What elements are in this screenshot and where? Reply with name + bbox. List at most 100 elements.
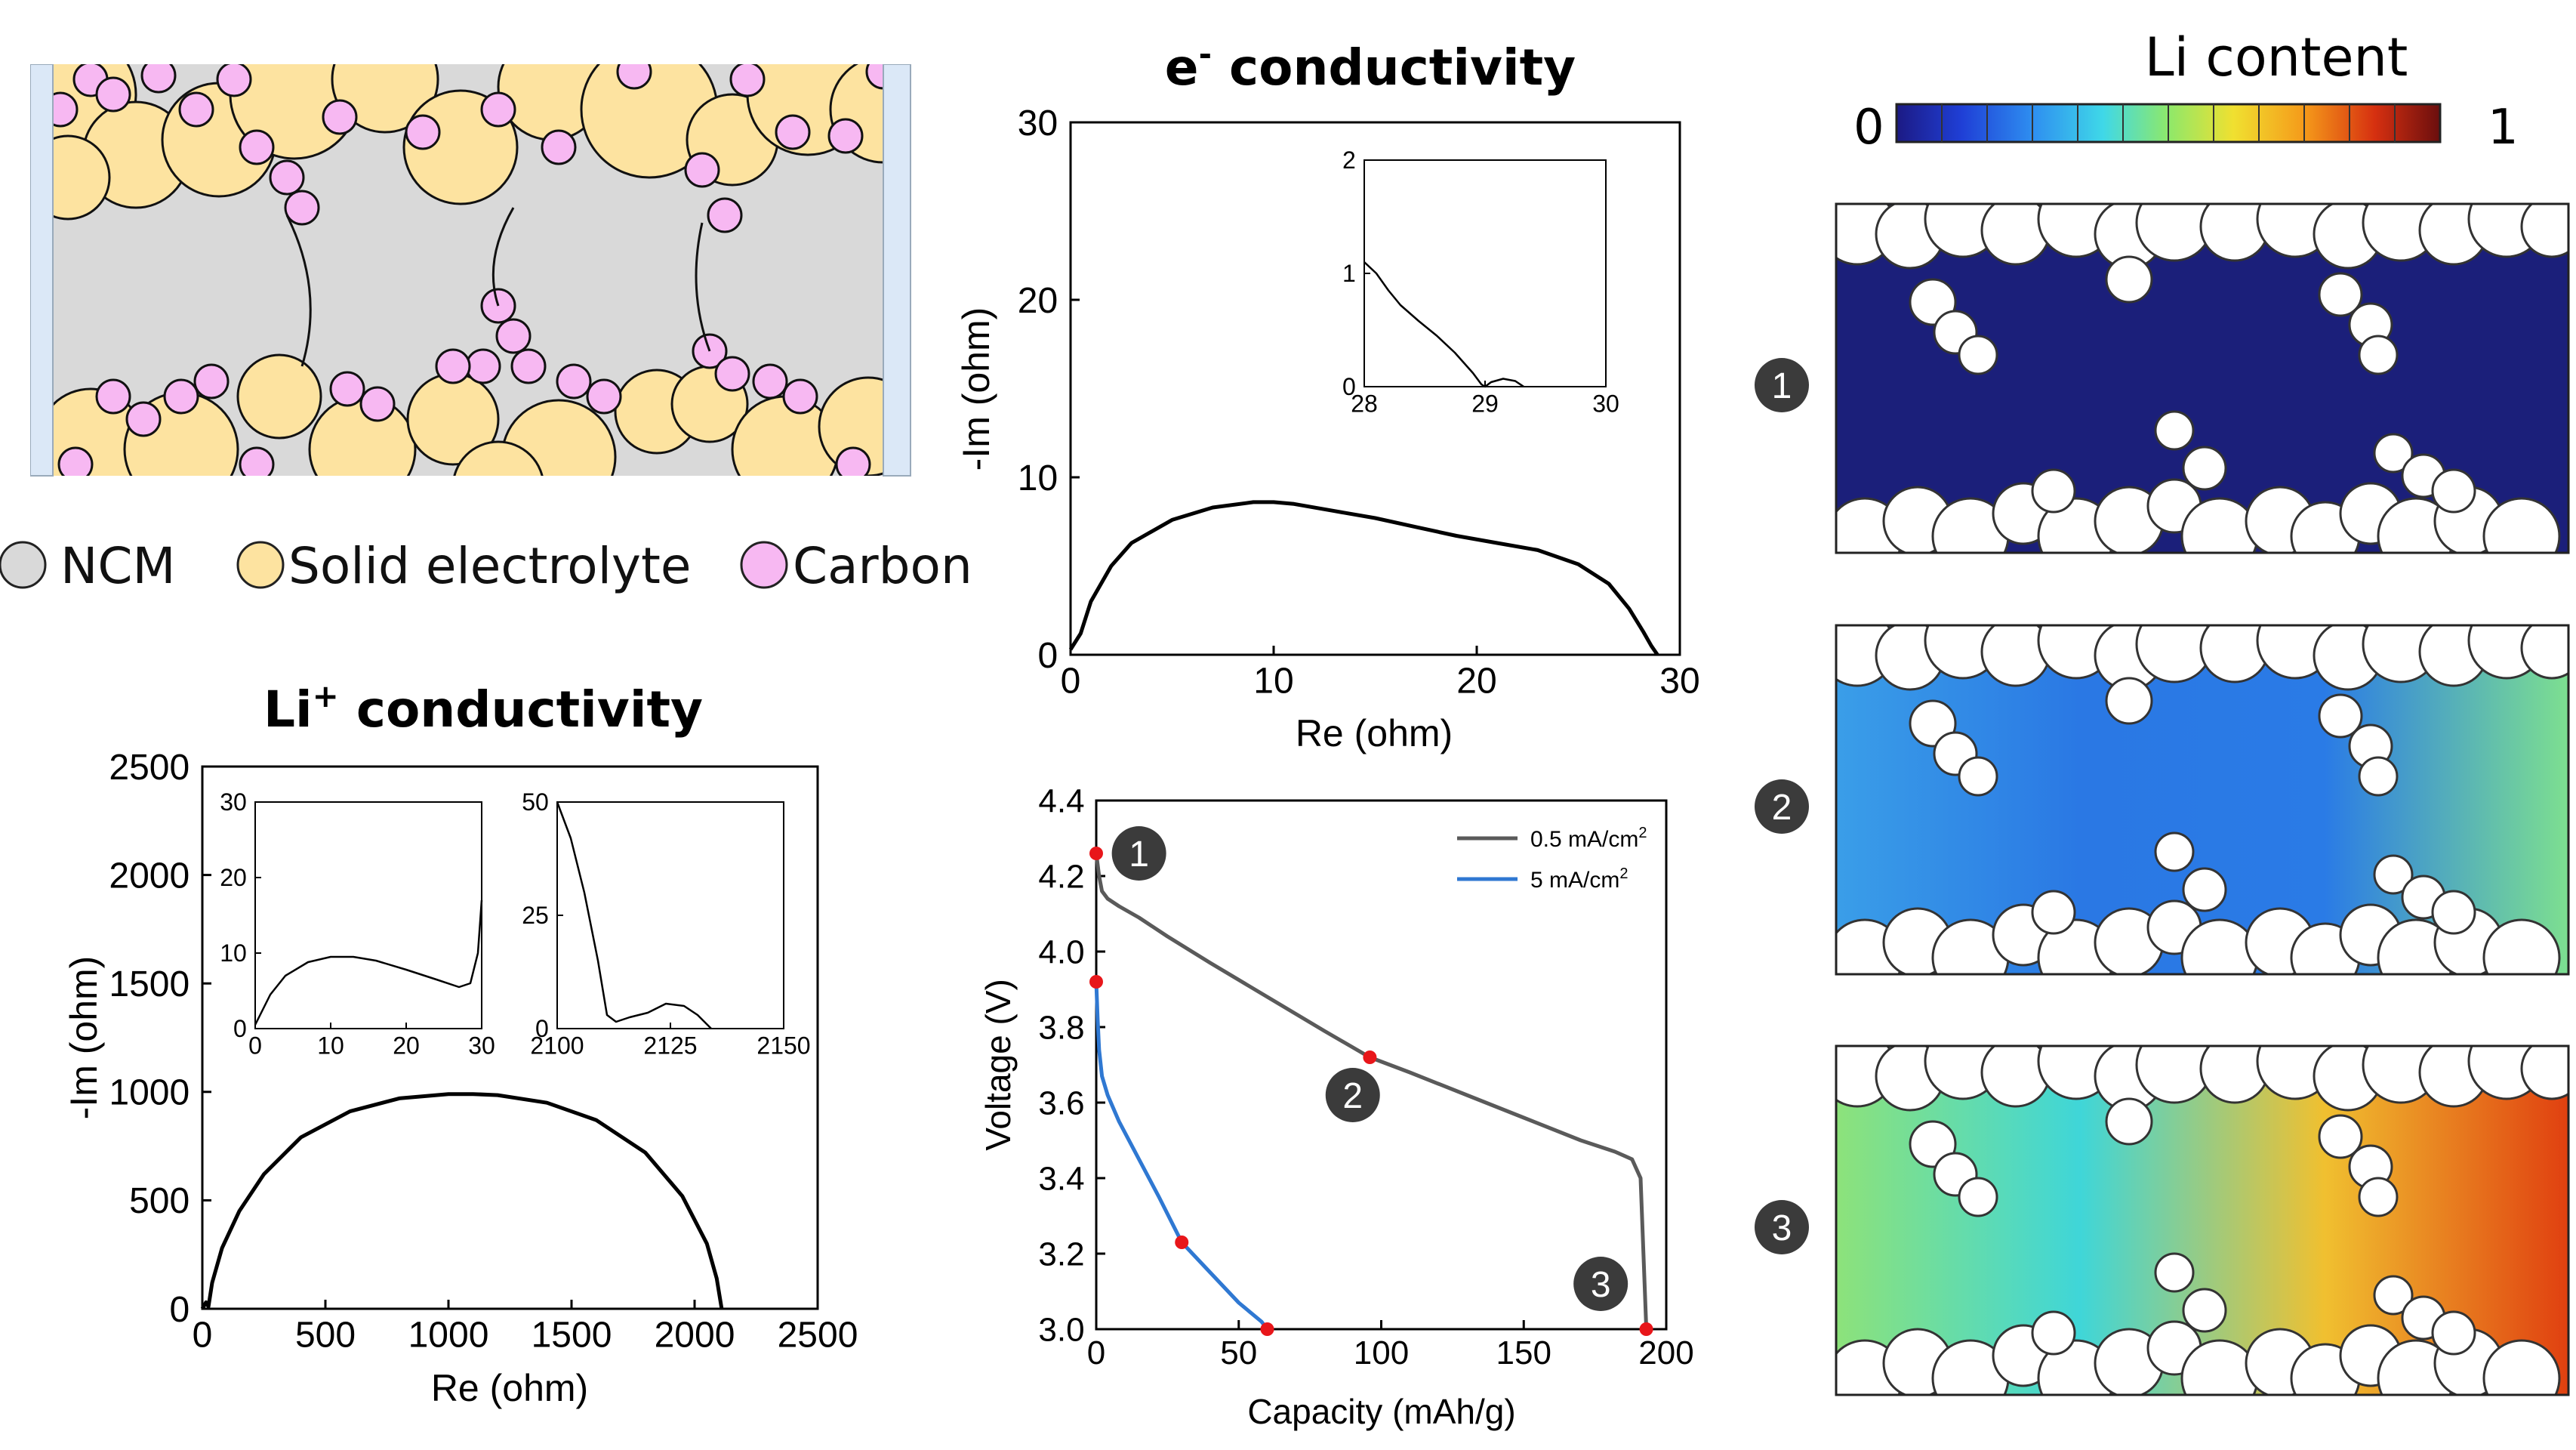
x-tick-label: 10 [317, 1032, 344, 1060]
y-tick-label: 3.0 [1038, 1311, 1084, 1348]
particle [2105, 255, 2153, 304]
particle [2482, 918, 2561, 974]
map-frame [1835, 624, 2570, 976]
x-tick-label: 30 [1592, 390, 1619, 418]
y-tick-label: 2000 [109, 856, 190, 896]
x-tick-label: 2150 [756, 1032, 810, 1060]
inset-curve [1363, 261, 1524, 388]
legend-label: 5 mA/cm2 [1530, 865, 1628, 893]
y-tick-label: 1500 [109, 964, 190, 1004]
y-tick-label: 3.8 [1038, 1009, 1084, 1046]
particle [2182, 867, 2227, 912]
legend-label-solid-electrolyte: Solid electrolyte [288, 537, 691, 595]
y-tick-label: 2500 [109, 748, 190, 788]
x-tick-label: 500 [295, 1315, 356, 1355]
solid-electrolyte-legend-swatch [236, 541, 285, 589]
particle [2318, 693, 2363, 739]
y-tick-label: 20 [1018, 281, 1058, 321]
particle [2031, 1310, 2076, 1356]
x-tick-label: 0 [1061, 661, 1081, 701]
x-axis-label: Re (ohm) [1296, 712, 1453, 754]
title-main: e [1165, 39, 1199, 97]
particle [2520, 204, 2568, 258]
x-tick-label: 2125 [643, 1032, 697, 1060]
particle [2431, 890, 2476, 935]
particle [2318, 272, 2363, 317]
y-tick-label: 500 [129, 1181, 190, 1221]
x-tick-label: 30 [468, 1032, 495, 1060]
map-marker [1755, 358, 1809, 412]
plot-frame [201, 765, 819, 1310]
li-content-colorbar: Li content 0 1 [1853, 26, 2519, 156]
colorbar-min-label: 0 [1853, 100, 1884, 156]
y-tick-label: 3.2 [1038, 1236, 1084, 1273]
map-2 [1836, 625, 2568, 974]
li-content-maps: 1 2 3 [1755, 202, 2570, 1396]
x-tick-label: 10 [1253, 661, 1293, 701]
y-tick-label: 1000 [109, 1073, 190, 1113]
map-marker [1755, 779, 1809, 834]
title-sup: + [313, 677, 339, 714]
carbon-legend-swatch [740, 541, 788, 589]
state-marker-label: 2 [1342, 1076, 1363, 1116]
chart-title: Li+ conductivity [263, 677, 703, 739]
y-tick-label: 4.4 [1038, 782, 1084, 819]
microstructure-schematic [30, 64, 911, 477]
particle [2358, 1177, 2399, 1217]
y-tick-label: 2 [1342, 147, 1356, 174]
state-point [1260, 1322, 1274, 1336]
title-rest: conductivity [339, 680, 703, 739]
state-marker-label: 1 [1129, 835, 1149, 875]
state-point [1089, 975, 1103, 989]
particle [2482, 1339, 2561, 1395]
y-tick-label: 4.0 [1038, 933, 1084, 970]
legend-label: 0.5 mA/cm2 [1530, 825, 1647, 852]
colorbar-title: Li content [2145, 26, 2408, 88]
y-tick-label: 3.6 [1038, 1084, 1084, 1121]
legend-label-carbon: Carbon [793, 537, 972, 595]
particle [1958, 756, 1998, 797]
ncm-legend-swatch [0, 541, 47, 589]
y-tick-label: 0 [1342, 373, 1356, 400]
map-marker [1755, 1200, 1809, 1254]
y-tick-label: 30 [1018, 103, 1058, 143]
map-3 [1836, 1046, 2568, 1395]
y-tick-label: 10 [220, 939, 247, 967]
y-tick-label: 0 [233, 1015, 247, 1042]
particle [2373, 854, 2414, 895]
li-conductivity-chart: Li+ conductivity 0 500 1000 1500 2000 2500050… [63, 677, 858, 1409]
x-tick-label: 200 [1638, 1334, 1693, 1371]
particle [2358, 756, 2399, 797]
y-axis-label: -Im (ohm) [63, 956, 105, 1120]
inset-frame [556, 801, 784, 1029]
particle [1958, 335, 1998, 375]
state-point [1089, 847, 1103, 860]
particle [2154, 1252, 2195, 1293]
y-tick-label: 10 [1018, 458, 1058, 498]
state-point [1363, 1050, 1377, 1064]
x-tick-label: 0 [248, 1032, 262, 1060]
y-tick-label: 0 [1037, 636, 1058, 676]
particle [2373, 433, 2414, 474]
inset-frame [254, 801, 482, 1029]
y-tick-label: 30 [220, 788, 247, 816]
particle [2154, 831, 2195, 872]
y-axis-label: -Im (ohm) [955, 307, 997, 471]
x-axis-label: Capacity (mAh/g) [1247, 1392, 1515, 1431]
chart-title: e- conductivity [1165, 35, 1576, 97]
plot-frame [1069, 121, 1681, 656]
y-axis-label: Voltage (V) [978, 979, 1018, 1151]
x-tick-label: 0 [1087, 1334, 1105, 1371]
x-tick-label: 0 [193, 1315, 213, 1355]
particle [2182, 446, 2227, 491]
discharge-curve-2 [1094, 981, 1269, 1331]
y-tick-label: 0 [169, 1290, 190, 1330]
x-tick-label: 50 [1220, 1334, 1257, 1371]
title-main: Li [263, 680, 313, 739]
x-tick-label: 29 [1471, 390, 1499, 418]
x-tick-label: 100 [1354, 1334, 1409, 1371]
inset-curve [254, 899, 483, 1026]
nyquist-curve [200, 1092, 724, 1310]
y-tick-label: 4.2 [1038, 858, 1084, 895]
discharge-curve-1 [1094, 853, 1649, 1330]
